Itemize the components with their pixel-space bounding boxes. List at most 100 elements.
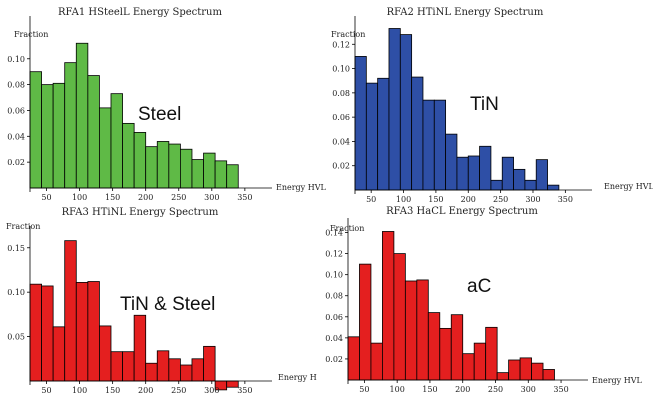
bar xyxy=(456,156,469,191)
y-tick-label: 0.15 xyxy=(7,244,25,253)
x-tick-label: 350 xyxy=(237,386,252,395)
y-tick-label: 0.08 xyxy=(7,81,25,90)
bar xyxy=(179,148,193,189)
x-tick-label: 50 xyxy=(41,193,51,202)
bar xyxy=(393,253,406,381)
chart-panel-2: 50 100 150 200 250 300 350 0.02 0.04 0.06 0.08 0.10… xyxy=(331,7,653,204)
y-tick-label: 0.04 xyxy=(325,334,343,343)
bar xyxy=(203,152,216,189)
bar xyxy=(203,345,216,382)
chart-panel-4: 50 100 150 200 250 300 350 0.02 0.04 0.06 0.08 0.10… xyxy=(325,206,642,394)
bar xyxy=(122,351,135,382)
bar xyxy=(168,358,181,382)
bar xyxy=(191,358,204,382)
bar xyxy=(75,42,89,189)
material-annotation: TiN & Steel xyxy=(120,294,215,315)
bar xyxy=(156,141,170,189)
y-tick-label: 0.04 xyxy=(332,137,350,146)
bar xyxy=(75,282,89,382)
bar xyxy=(99,107,112,189)
bar xyxy=(64,240,77,382)
bar xyxy=(501,156,514,191)
bar xyxy=(226,164,239,189)
bar xyxy=(433,99,447,191)
bar xyxy=(64,62,77,189)
bar xyxy=(524,179,537,191)
x-axis-label: Energy HVL xyxy=(604,182,653,191)
bar xyxy=(133,132,147,189)
x-axis-label: Energy HVL xyxy=(276,183,326,192)
bar xyxy=(450,314,464,381)
y-tick-label: 0.02 xyxy=(325,355,343,364)
y-tick-label: 0.08 xyxy=(325,292,343,301)
chart-panel-3: 50 100 150 200 250 300 350 0.05 0.10 0.15 RFA3 HTi… xyxy=(6,207,317,395)
y-tick-label: 0.12 xyxy=(332,40,350,49)
chart-title: RFA3 HaCL Energy Spectrum xyxy=(386,206,538,217)
x-tick-label: 50 xyxy=(41,386,51,395)
bar xyxy=(365,82,379,191)
chart-panel-1: 50 100 150 200 250 300 350 0.02 0.04 0.06 0.08 0.10… xyxy=(7,7,326,202)
y-axis-label: Fraction xyxy=(6,222,40,231)
x-tick-label: 200 xyxy=(138,193,153,202)
y-axis-label: Fraction xyxy=(331,30,365,39)
bar xyxy=(370,342,383,381)
x-tick-label: 300 xyxy=(204,386,219,395)
bar xyxy=(133,314,147,382)
bar xyxy=(354,56,367,191)
bar xyxy=(485,326,498,381)
bar xyxy=(382,231,395,381)
bar xyxy=(179,364,193,382)
y-tick-label: 0.10 xyxy=(325,271,343,280)
bar xyxy=(388,28,401,191)
x-tick-label: 200 xyxy=(138,386,153,395)
bar xyxy=(508,359,521,381)
y-tick-label: 0.10 xyxy=(7,288,25,297)
y-tick-label: 0.04 xyxy=(7,132,25,141)
y-tick-label: 0.02 xyxy=(332,162,350,171)
bar xyxy=(467,155,480,191)
y-axis-label: Fraction xyxy=(14,30,48,39)
bar xyxy=(168,143,181,189)
x-tick-label: 50 xyxy=(366,195,376,204)
bar xyxy=(422,99,435,191)
bar xyxy=(145,362,158,382)
x-axis-label: Energy H xyxy=(278,373,317,382)
x-tick-label: 300 xyxy=(521,385,536,394)
y-tick-label: 0.05 xyxy=(7,333,25,342)
bar xyxy=(191,159,204,189)
x-tick-label: 350 xyxy=(553,385,568,394)
x-tick-label: 100 xyxy=(390,385,405,394)
bar xyxy=(411,76,424,191)
bar xyxy=(377,77,390,191)
bar xyxy=(87,75,100,189)
y-tick-label: 0.02 xyxy=(7,158,25,167)
bar xyxy=(490,179,503,191)
chart-title: RFA1 HSteelL Energy Spectrum xyxy=(58,7,222,18)
bar xyxy=(29,283,42,382)
bar xyxy=(52,82,66,189)
y-tick-label: 0.08 xyxy=(332,89,350,98)
x-tick-label: 100 xyxy=(396,195,411,204)
y-tick-label: 0.06 xyxy=(7,106,25,115)
bar xyxy=(359,263,372,381)
bar xyxy=(214,160,228,189)
bar xyxy=(87,281,100,382)
y-tick-label: 0.10 xyxy=(332,65,350,74)
bar xyxy=(399,34,413,191)
bar xyxy=(427,312,441,381)
x-tick-label: 300 xyxy=(204,193,219,202)
bar xyxy=(535,159,548,191)
y-tick-label: 0.06 xyxy=(325,313,343,322)
x-tick-label: 250 xyxy=(171,193,186,202)
x-tick-label: 150 xyxy=(105,193,120,202)
bar xyxy=(416,279,429,381)
y-tick-label: 0.14 xyxy=(325,229,343,238)
x-tick-label: 200 xyxy=(461,195,476,204)
bar xyxy=(479,145,492,191)
bar xyxy=(404,280,418,381)
bar xyxy=(347,336,360,381)
bar xyxy=(99,325,112,382)
y-tick-label: 0.12 xyxy=(325,250,343,259)
bar xyxy=(547,184,560,191)
